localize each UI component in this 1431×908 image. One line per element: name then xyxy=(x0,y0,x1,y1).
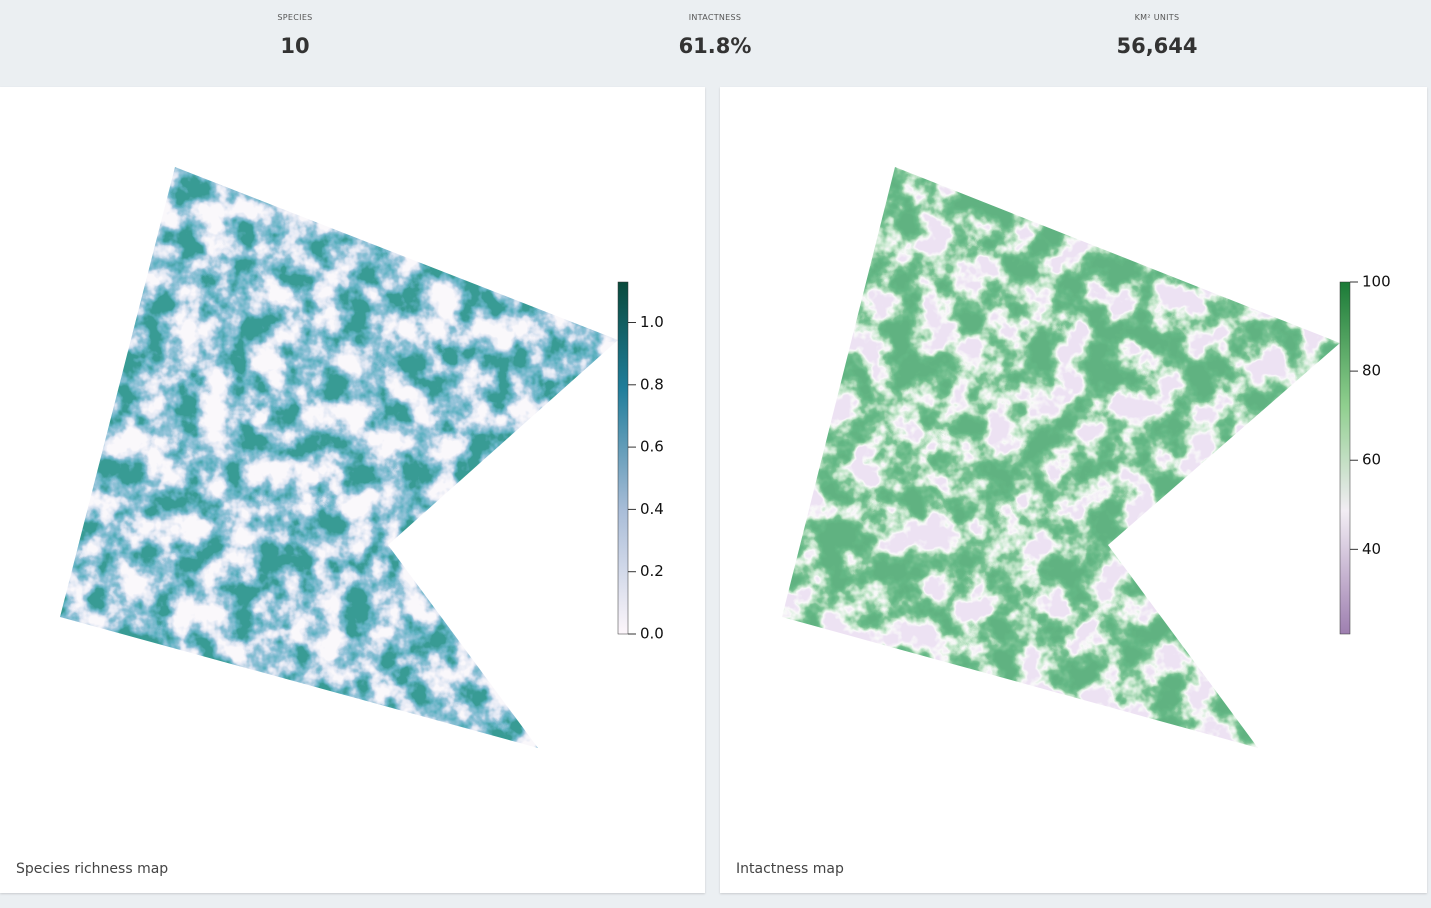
map: 40 60 80 100 xyxy=(782,167,1391,748)
legend-tick-label: 0.6 xyxy=(640,438,664,456)
intactness-raster xyxy=(782,167,1340,748)
legend-tick-label: 100 xyxy=(1362,273,1391,291)
stat-value: 10 xyxy=(280,34,310,58)
legend-tick-label: 40 xyxy=(1362,540,1381,558)
legend-tick-label: 0.2 xyxy=(640,562,664,580)
legend-tick-label: 1.0 xyxy=(640,313,664,331)
colorbar xyxy=(1339,281,1351,635)
map-panel: 0.0 0.2 0.4 0.6 0.8 1.0 Species richness map xyxy=(0,87,705,893)
stat-value: 61.8% xyxy=(678,34,752,58)
legend-tick-label: 0.4 xyxy=(640,500,664,518)
species-raster xyxy=(60,167,618,748)
legend-tick-label: 60 xyxy=(1362,451,1381,469)
stat: KM² UNITS 56,644 xyxy=(1007,0,1307,58)
legend-tick-label: 80 xyxy=(1362,362,1381,380)
map-panel: 40 60 80 100 Intactness map xyxy=(720,87,1427,893)
map-caption: Intactness map xyxy=(736,861,844,877)
stat-label: INTACTNESS xyxy=(688,13,742,22)
stats-header: SPECIES 10 INTACTNESS 61.8% KM² UNITS 56… xyxy=(0,0,1431,85)
legend-tick-label: 0.8 xyxy=(640,375,664,393)
stat: SPECIES 10 xyxy=(145,0,445,58)
legend-tick-label: 0.0 xyxy=(640,625,664,643)
stat: INTACTNESS 61.8% xyxy=(565,0,865,58)
stat-label: KM² UNITS xyxy=(1134,13,1180,22)
stat-value: 56,644 xyxy=(1116,34,1198,58)
map: 0.0 0.2 0.4 0.6 0.8 1.0 xyxy=(60,167,664,748)
colorbar xyxy=(617,281,629,635)
stat-label: SPECIES xyxy=(277,13,313,22)
map-caption: Species richness map xyxy=(16,861,169,877)
